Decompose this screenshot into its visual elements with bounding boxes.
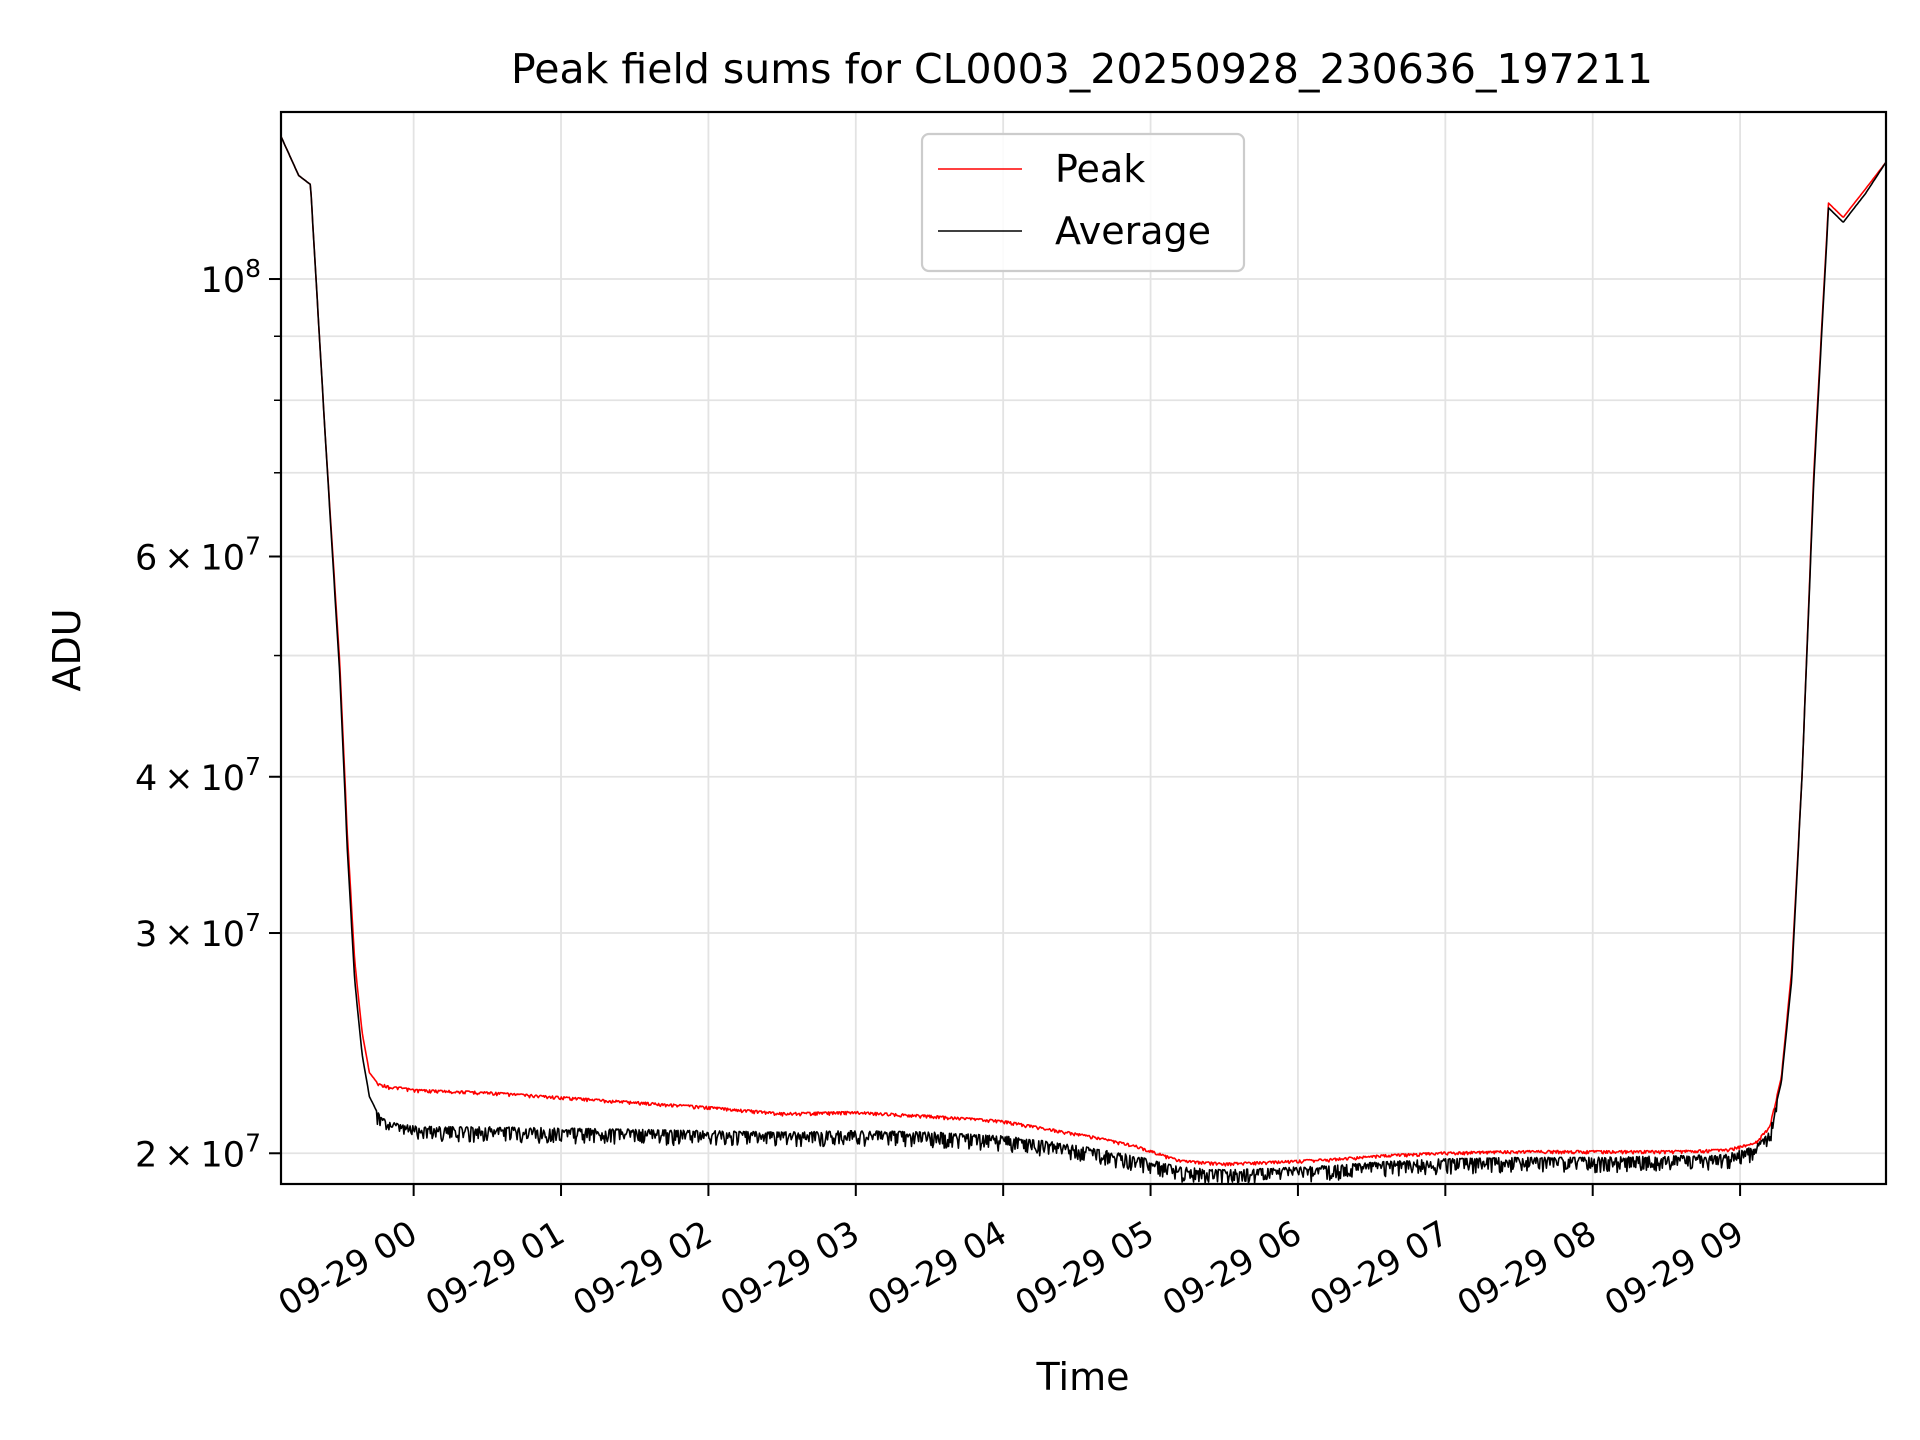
y-tick-label: 108 (201, 254, 261, 301)
x-axis-label: Time (1036, 1355, 1130, 1399)
y-tick-label: 4 × 107 (135, 752, 261, 799)
legend-average-label: Average (1055, 209, 1211, 253)
y-tick-label: 3 × 107 (135, 908, 261, 955)
y-axis-label: ADU (45, 608, 89, 691)
series-line-average (280, 136, 1887, 1184)
y-tick-label: 2 × 107 (135, 1128, 261, 1175)
y-tick-label: 6 × 107 (135, 532, 261, 579)
chart-title: Peak field sums for CL0003_20250928_2306… (511, 45, 1653, 93)
grid (281, 112, 1886, 1184)
plot-lines (280, 136, 1887, 1184)
legend: Peak Average (920, 132, 1246, 273)
series-line-peak (280, 136, 1887, 1167)
legend-peak-label: Peak (1055, 147, 1145, 191)
plot-frame (279, 110, 1888, 1186)
